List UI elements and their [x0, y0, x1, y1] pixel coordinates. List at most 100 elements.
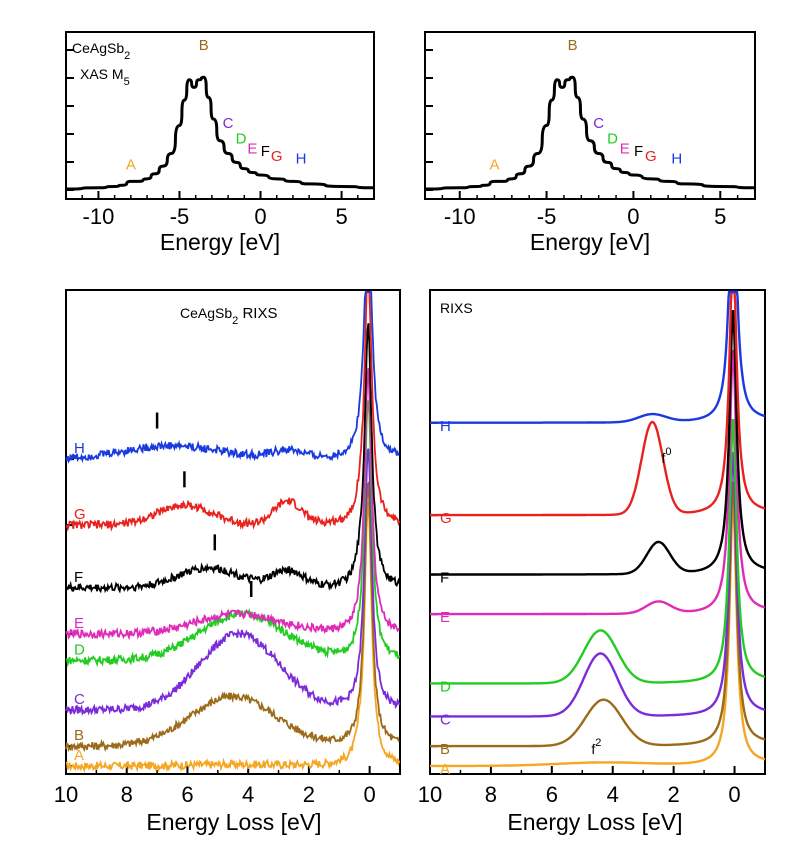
series-curve-f [65, 323, 401, 594]
point-label-f: F [261, 143, 270, 160]
series-curve-b [430, 481, 766, 748]
sample-label: CeAgSb2 [72, 40, 130, 62]
x-tick-label: 4 [607, 782, 619, 807]
series-label-c: C [74, 691, 85, 708]
series-curve-g [65, 291, 401, 532]
subscript: 2 [124, 50, 130, 62]
series-curve-h [65, 291, 400, 464]
series-label-a: A [74, 747, 84, 764]
series-curve-a [430, 501, 766, 768]
series-label-d: D [440, 679, 451, 696]
series-curve-f [430, 310, 766, 576]
series-curve-d [65, 400, 401, 668]
x-axis-title: Energy Loss [eV] [507, 809, 682, 835]
y-ticks [430, 421, 438, 767]
point-label-e: E [620, 140, 630, 157]
x-tick-label: 2 [303, 782, 315, 807]
annotation-label: f0 [661, 446, 671, 466]
x-tick-label: 8 [121, 782, 133, 807]
superscript: 2 [595, 737, 601, 749]
panel-title: CeAgSb2 RIXS [180, 305, 277, 327]
superscript: 0 [665, 446, 671, 458]
x-axis-title: Energy [eV] [160, 229, 280, 255]
point-label-c: C [223, 115, 234, 132]
point-label-e: E [247, 140, 257, 157]
plot-frame [424, 31, 756, 200]
series-label-d: D [74, 641, 85, 658]
series-curve-b [65, 480, 400, 753]
rixs-curves [65, 291, 401, 774]
y-ticks [425, 49, 433, 191]
series-label-f: F [74, 569, 83, 586]
x-ticks: -10 -5 0 5 [424, 191, 756, 229]
x-axis-title: Energy [eV] [530, 229, 650, 255]
panel-title: RIXS [440, 300, 473, 316]
x-tick-label: 5 [335, 204, 347, 229]
series-labels: AB C DE F G H [74, 440, 86, 764]
series-curve-h [430, 290, 766, 424]
series-label-c: C [440, 712, 451, 729]
series-label-g: G [440, 510, 452, 527]
x-tick-label: 8 [485, 782, 497, 807]
x-tick-label: 0 [364, 782, 376, 807]
title-part: CeAgSb [180, 305, 232, 321]
x-ticks: 10 8 6 4 2 0 [54, 766, 401, 807]
point-label-g: G [645, 148, 657, 165]
point-label-a: A [126, 156, 136, 173]
x-tick-label: 0 [627, 204, 639, 229]
x-tick-label: 6 [181, 782, 193, 807]
x-tick-label: 0 [728, 782, 740, 807]
point-label-h: H [296, 151, 307, 168]
point-labels: A B CDE F G H [489, 37, 682, 173]
subscript: 5 [124, 76, 130, 88]
x-tick-label: 4 [242, 782, 254, 807]
x-tick-label: 10 [418, 782, 442, 807]
plot-frame [65, 289, 401, 775]
x-tick-label: -5 [537, 204, 557, 229]
point-label-f: F [634, 143, 643, 160]
panel-xas-right: -10 -5 0 5 A B CDE F G H Energy [eV] [424, 31, 756, 255]
plot-frame [65, 31, 375, 200]
series-label-e: E [74, 615, 84, 632]
subscript: 2 [232, 315, 238, 327]
x-tick-label: -10 [83, 204, 115, 229]
annotations: f0 f2 [591, 446, 671, 757]
point-labels: A B CDE F G H [126, 37, 307, 173]
series-curve-e [65, 367, 400, 641]
series-label-a: A [440, 761, 450, 778]
point-label-h: H [671, 151, 682, 168]
spectrum-label: XAS M5 [80, 66, 130, 88]
series-label-b: B [440, 741, 450, 758]
rixs-curves [430, 290, 766, 768]
x-tick-label: 10 [54, 782, 78, 807]
series-label-h: H [440, 418, 451, 435]
title-part: RIXS [238, 305, 277, 322]
y-ticks [66, 458, 74, 767]
point-label-c: C [593, 115, 604, 132]
x-tick-label: 5 [714, 204, 726, 229]
x-tick-label: 0 [254, 204, 266, 229]
x-tick-label: 6 [546, 782, 558, 807]
series-curve-c [430, 452, 766, 718]
peak-markers [155, 412, 253, 597]
point-label-a: A [489, 156, 499, 173]
point-label-d: D [236, 130, 247, 147]
x-tick-label: -10 [444, 204, 476, 229]
series-label-f: F [440, 570, 449, 587]
point-label-b: B [568, 37, 578, 54]
series-label-h: H [74, 440, 85, 457]
series-curve-c [65, 448, 401, 717]
series-curve-a [65, 502, 401, 774]
series-label-b: B [74, 727, 84, 744]
annotation-label: f2 [591, 737, 601, 757]
xas-curve [424, 75, 756, 191]
series-curve-e [430, 349, 766, 616]
series-label-g: G [74, 506, 86, 523]
point-label-g: G [271, 148, 283, 165]
xas-curve [65, 75, 375, 191]
y-ticks [66, 49, 74, 191]
